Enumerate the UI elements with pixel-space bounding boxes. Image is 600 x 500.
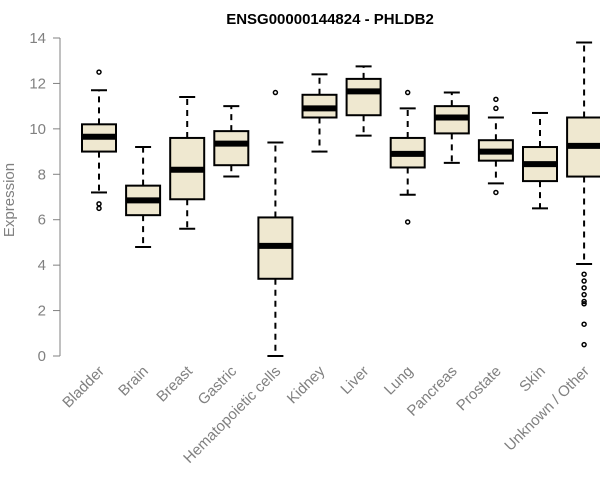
box	[213, 130, 250, 167]
y-tick-label: 10	[29, 121, 46, 138]
outlier-point	[581, 285, 587, 291]
y-tick-label: 8	[38, 166, 46, 183]
box-group	[81, 69, 117, 212]
x-tick-label: Breast	[153, 362, 196, 405]
x-tick-label: Skin	[516, 363, 549, 396]
x-tick-label: Lung	[381, 363, 417, 399]
box-group	[522, 111, 558, 210]
box-group	[169, 96, 206, 230]
outlier-point	[581, 301, 587, 307]
outlier-point	[404, 89, 411, 96]
outlier-point	[581, 321, 587, 327]
outlier-point	[493, 105, 499, 112]
x-tick-label: Kidney	[284, 362, 329, 407]
y-tick-label: 2	[38, 303, 46, 320]
y-tick-label: 0	[38, 348, 46, 365]
box-group	[301, 73, 338, 153]
box-group	[213, 105, 250, 178]
outlier-point	[581, 271, 587, 277]
box-group	[433, 91, 470, 164]
box-group	[345, 65, 382, 137]
outlier-point	[581, 291, 587, 298]
outlier-point	[404, 219, 411, 225]
x-tick-label: Brain	[115, 363, 152, 400]
outlier-point	[493, 189, 499, 196]
boxplot-series	[81, 41, 600, 357]
y-axis-label: Expression	[1, 163, 18, 237]
box	[345, 77, 382, 117]
y-tick-label: 4	[38, 257, 46, 274]
outlier-point	[581, 298, 587, 305]
outlier-point	[272, 89, 279, 96]
box-group	[566, 41, 600, 348]
x-tick-label: Bladder	[59, 363, 108, 412]
box-group	[257, 89, 294, 357]
chart-title: ENSG00000144824 - PHLDB2	[226, 11, 434, 28]
outlier-point	[96, 69, 102, 75]
outlier-point	[96, 201, 102, 207]
outlier-point	[96, 205, 102, 212]
box-group	[125, 146, 162, 248]
y-tick-label: 12	[29, 75, 46, 92]
box-group	[477, 96, 514, 196]
y-tick-label: 6	[38, 212, 46, 229]
x-tick-label: Unknown / Other	[501, 363, 593, 455]
x-tick-label: Prostate	[453, 363, 505, 415]
box-group	[389, 89, 426, 225]
x-tick-label: Liver	[337, 363, 372, 398]
outlier-point	[581, 341, 587, 348]
y-axis: 0 2 4 6 8 10 12 14	[29, 30, 61, 365]
y-tick-label: 14	[29, 30, 46, 47]
outlier-point	[581, 278, 587, 284]
outlier-point	[493, 96, 499, 103]
